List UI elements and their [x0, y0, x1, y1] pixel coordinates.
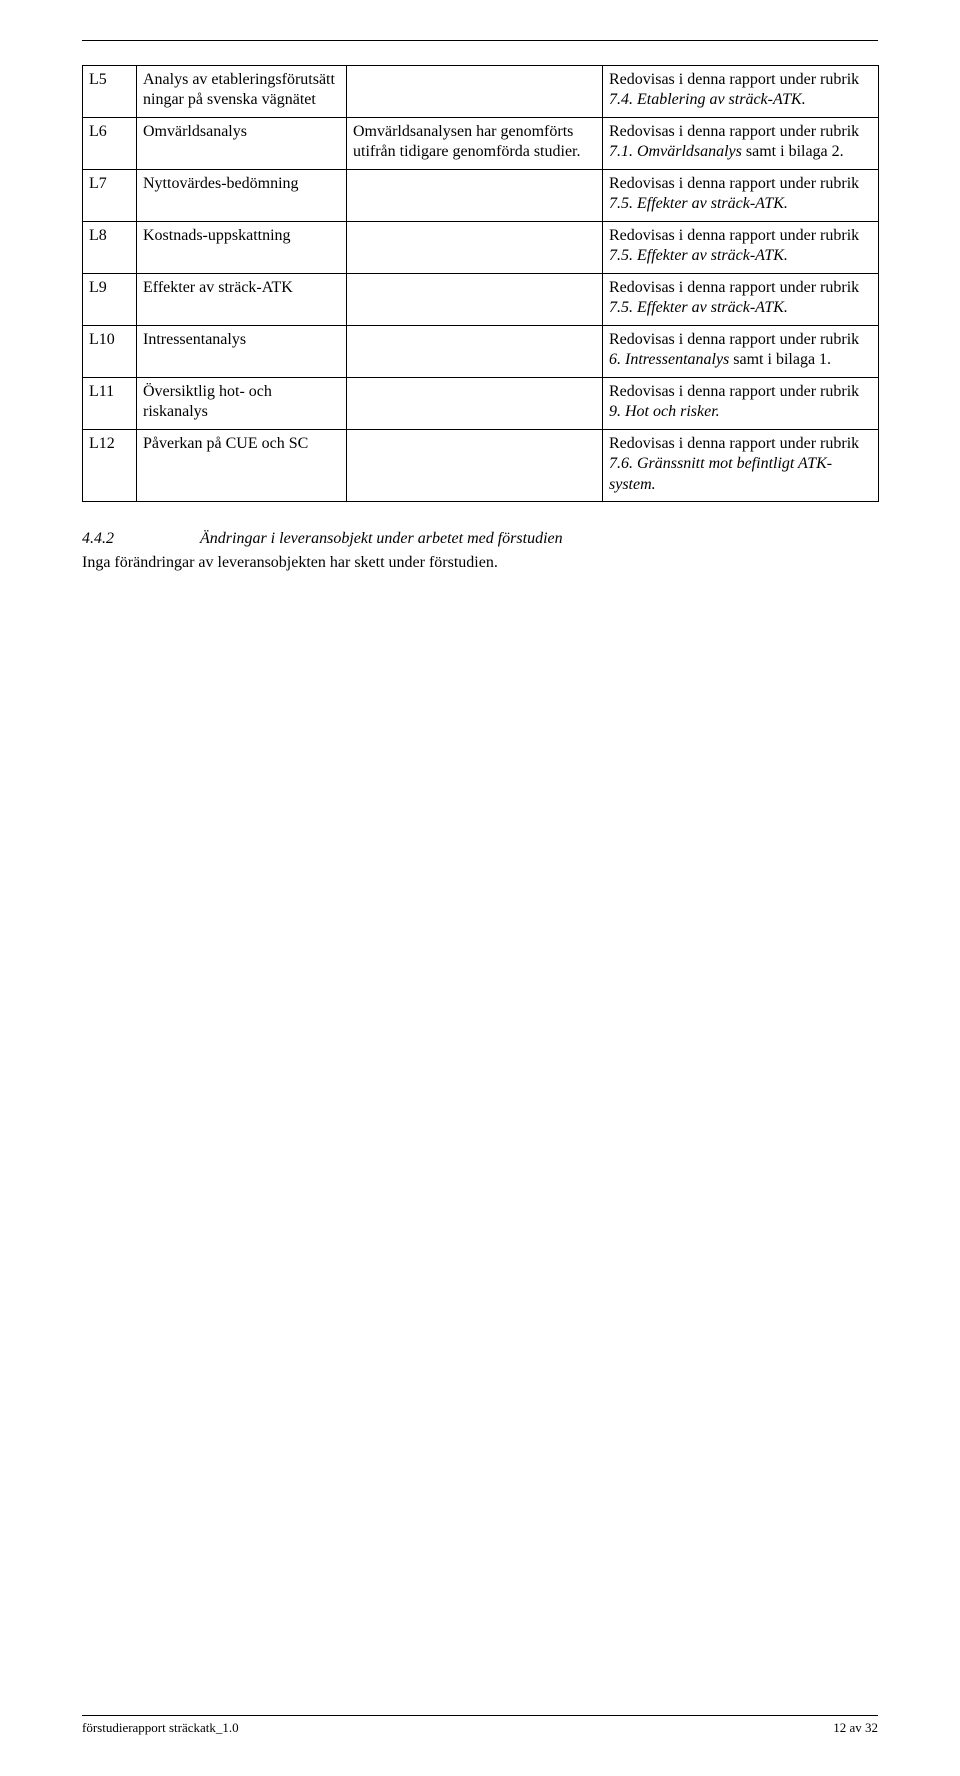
row-reference: Redovisas i denna rapport under rubrik 7… — [603, 66, 879, 118]
table-row: L5Analys av etableringsförutsätt ningar … — [83, 66, 879, 118]
footer-rule — [82, 1715, 878, 1716]
reference-text: 7.5. Effekter av sträck-ATK. — [609, 247, 788, 264]
table-row: L11Översiktlig hot- och riskanalys Redovi… — [83, 377, 879, 429]
page-content: L5Analys av etableringsförutsätt ningar … — [0, 65, 960, 572]
row-reference: Redovisas i denna rapport under rubrik 7… — [603, 117, 879, 169]
table-row: L10Intressentanalys Redovisas i denna rap… — [83, 325, 879, 377]
reference-text: 7.4. Etablering av sträck-ATK. — [609, 91, 806, 108]
row-reference: Redovisas i denna rapport under rubrik 7… — [603, 221, 879, 273]
row-description — [347, 325, 603, 377]
row-title: Intressentanalys — [137, 325, 347, 377]
row-code: L7 — [83, 169, 137, 221]
reference-text: 9. Hot och risker. — [609, 403, 720, 420]
row-reference: Redovisas i denna rapport under rubrik 9… — [603, 377, 879, 429]
table-row: L9Effekter av sträck-ATK Redovisas i denn… — [83, 273, 879, 325]
top-rule — [82, 40, 878, 41]
reference-text: Redovisas i denna rapport under rubrik — [609, 383, 859, 400]
section-number: 4.4.2 — [82, 530, 200, 548]
section-body: Inga förändringar av leveransobjekten ha… — [82, 554, 878, 572]
reference-text: Redovisas i denna rapport under rubrik — [609, 279, 859, 296]
reference-text: samt i — [746, 143, 785, 160]
row-code: L8 — [83, 221, 137, 273]
row-code: L9 — [83, 273, 137, 325]
row-description — [347, 429, 603, 501]
row-description — [347, 221, 603, 273]
row-description — [347, 377, 603, 429]
row-title: Effekter av sträck-ATK — [137, 273, 347, 325]
reference-text: 6. Intressentanalys — [609, 351, 729, 368]
table-row: L6OmvärldsanalysOmvärldsanalysen har gen… — [83, 117, 879, 169]
row-code: L12 — [83, 429, 137, 501]
reference-text: Redovisas i denna rapport under rubrik — [609, 71, 859, 88]
row-title: Analys av etableringsförutsätt ningar på… — [137, 66, 347, 118]
section-heading: 4.4.2 Ändringar i leveransobjekt under a… — [82, 530, 878, 548]
deliverables-table: L5Analys av etableringsförutsätt ningar … — [82, 65, 879, 502]
row-reference: Redovisas i denna rapport under rubrik 7… — [603, 429, 879, 501]
row-reference: Redovisas i denna rapport under rubrik 7… — [603, 273, 879, 325]
table-row: L8Kostnads-uppskattning Redovisas i denna… — [83, 221, 879, 273]
reference-text: bilaga 2. — [789, 143, 844, 160]
reference-text: Redovisas i denna rapport under rubrik — [609, 331, 859, 348]
row-code: L5 — [83, 66, 137, 118]
reference-text: 7.6. Gränssnitt mot befintligt ATK-syste… — [609, 455, 832, 492]
row-description — [347, 273, 603, 325]
reference-text: 7.5. Effekter av sträck-ATK. — [609, 195, 788, 212]
row-title: Påverkan på CUE och SC — [137, 429, 347, 501]
row-reference: Redovisas i denna rapport under rubrik 7… — [603, 169, 879, 221]
row-code: L10 — [83, 325, 137, 377]
row-code: L11 — [83, 377, 137, 429]
section-title: Ändringar i leveransobjekt under arbetet… — [200, 530, 563, 548]
table-row: L7Nyttovärdes-bedömning Redovisas i denna… — [83, 169, 879, 221]
row-description — [347, 66, 603, 118]
row-title: Omvärldsanalys — [137, 117, 347, 169]
reference-text: Redovisas i denna rapport under rubrik — [609, 175, 859, 192]
footer-left: förstudierapport sträckatk_1.0 — [82, 1720, 239, 1736]
row-description — [347, 169, 603, 221]
row-title: Översiktlig hot- och riskanalys — [137, 377, 347, 429]
row-description: Omvärldsanalysen har genomförts utifrån … — [347, 117, 603, 169]
page-footer: förstudierapport sträckatk_1.0 12 av 32 — [82, 1715, 878, 1736]
reference-text: Redovisas i denna rapport under rubrik — [609, 435, 859, 452]
reference-text: Redovisas i denna rapport under rubrik — [609, 123, 859, 140]
row-title: Nyttovärdes-bedömning — [137, 169, 347, 221]
footer-right: 12 av 32 — [833, 1720, 878, 1736]
row-code: L6 — [83, 117, 137, 169]
reference-text: 7.1. Omvärldsanalys — [609, 143, 742, 160]
row-reference: Redovisas i denna rapport under rubrik 6… — [603, 325, 879, 377]
reference-text: Redovisas i denna rapport under rubrik — [609, 227, 859, 244]
table-row: L12Påverkan på CUE och SC Redovisas i den… — [83, 429, 879, 501]
reference-text: samt i bilaga 1. — [733, 351, 831, 368]
reference-text: 7.5. Effekter av sträck-ATK. — [609, 299, 788, 316]
row-title: Kostnads-uppskattning — [137, 221, 347, 273]
